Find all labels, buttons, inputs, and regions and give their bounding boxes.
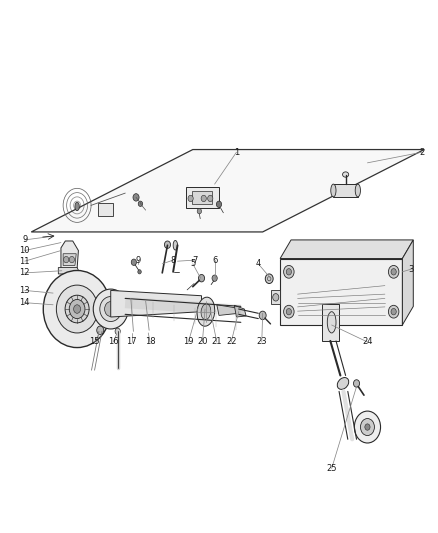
Polygon shape	[31, 150, 424, 232]
Polygon shape	[321, 304, 339, 341]
Circle shape	[286, 309, 291, 315]
Circle shape	[201, 195, 206, 201]
Polygon shape	[333, 184, 358, 197]
Polygon shape	[403, 240, 413, 325]
Circle shape	[133, 193, 139, 201]
Circle shape	[115, 328, 120, 335]
Circle shape	[138, 270, 141, 274]
Circle shape	[97, 326, 104, 335]
Ellipse shape	[337, 377, 349, 390]
Ellipse shape	[57, 285, 98, 333]
Circle shape	[353, 379, 360, 387]
Ellipse shape	[331, 184, 336, 197]
Ellipse shape	[65, 295, 89, 323]
Text: 1: 1	[234, 148, 239, 157]
Circle shape	[74, 305, 81, 313]
Circle shape	[391, 269, 396, 275]
Circle shape	[259, 311, 266, 320]
Circle shape	[164, 241, 170, 248]
Polygon shape	[280, 240, 413, 259]
Circle shape	[354, 411, 381, 443]
Circle shape	[389, 305, 399, 318]
Ellipse shape	[343, 172, 349, 177]
Ellipse shape	[93, 289, 128, 329]
Text: 9: 9	[22, 236, 27, 245]
Ellipse shape	[173, 240, 177, 250]
Ellipse shape	[197, 297, 215, 326]
Ellipse shape	[327, 312, 336, 333]
Circle shape	[389, 265, 399, 278]
Text: 16: 16	[108, 337, 119, 346]
Text: 7: 7	[192, 256, 198, 264]
Circle shape	[360, 418, 374, 435]
Circle shape	[198, 274, 205, 282]
Text: 13: 13	[19, 286, 30, 295]
Text: 17: 17	[127, 337, 137, 346]
Polygon shape	[272, 290, 280, 304]
Polygon shape	[111, 290, 201, 317]
Text: 8: 8	[170, 256, 176, 264]
Text: 19: 19	[183, 337, 194, 346]
Circle shape	[284, 265, 294, 278]
Ellipse shape	[100, 296, 122, 321]
Polygon shape	[234, 305, 246, 317]
Polygon shape	[186, 187, 219, 208]
Circle shape	[273, 294, 279, 301]
Polygon shape	[61, 241, 78, 269]
Polygon shape	[192, 191, 212, 204]
Circle shape	[138, 201, 143, 206]
Circle shape	[365, 424, 370, 430]
Text: 18: 18	[145, 337, 155, 346]
Text: 21: 21	[212, 337, 222, 346]
Circle shape	[105, 302, 117, 317]
Text: 24: 24	[362, 337, 373, 346]
Polygon shape	[217, 305, 239, 316]
Circle shape	[188, 195, 193, 201]
Text: 15: 15	[89, 337, 100, 346]
Text: 22: 22	[226, 337, 237, 346]
Text: 25: 25	[326, 464, 337, 473]
Text: 12: 12	[19, 269, 30, 277]
Polygon shape	[98, 203, 113, 216]
Ellipse shape	[43, 270, 111, 348]
Polygon shape	[63, 254, 76, 265]
Text: 6: 6	[212, 256, 217, 264]
Circle shape	[131, 259, 137, 265]
Text: 5: 5	[190, 260, 195, 268]
Text: 23: 23	[257, 337, 267, 346]
Circle shape	[284, 305, 294, 318]
Ellipse shape	[355, 184, 360, 197]
Text: 20: 20	[197, 337, 208, 346]
Polygon shape	[58, 268, 78, 274]
Text: 10: 10	[19, 246, 30, 255]
Circle shape	[197, 208, 201, 214]
Circle shape	[216, 201, 222, 207]
Circle shape	[64, 256, 69, 263]
Circle shape	[391, 309, 396, 315]
Text: 2: 2	[420, 148, 425, 157]
Ellipse shape	[75, 202, 79, 211]
Text: 4: 4	[256, 260, 261, 268]
Circle shape	[69, 256, 74, 263]
Text: 3: 3	[408, 265, 414, 273]
Text: 11: 11	[19, 257, 30, 265]
Circle shape	[208, 195, 213, 201]
Circle shape	[265, 274, 273, 284]
Circle shape	[286, 269, 291, 275]
Text: 14: 14	[19, 298, 30, 307]
Circle shape	[69, 300, 85, 319]
Text: 9: 9	[136, 256, 141, 264]
Ellipse shape	[201, 304, 211, 320]
Polygon shape	[280, 259, 403, 325]
Circle shape	[212, 275, 217, 281]
